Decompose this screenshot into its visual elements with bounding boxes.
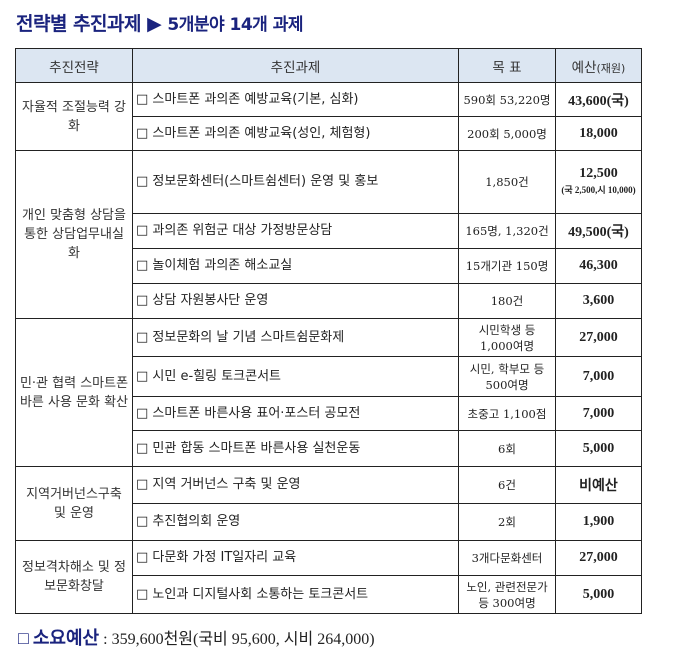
goal-cell: 시민학생 등 1,000여명 <box>458 318 556 357</box>
table-row: 자율적 조절능력 강화 □ 스마트폰 과의존 예방교육(기본, 심화) 590회 5… <box>15 82 642 151</box>
task-cell: □ 다문화 가정 IT일자리 교육 <box>132 540 459 576</box>
strategy-cell: 지역거버넌스구축 및 운영 <box>15 466 133 541</box>
task-cell: □ 추진협의회 운영 <box>132 503 459 541</box>
table-row: 민·관 협력 스마트폰 바른 사용 문화 확산 □ 정보문화의 날 기념 스마트쉼… <box>15 318 642 467</box>
goal-cell: 15개기관 150명 <box>458 248 556 284</box>
budget-cell: 43,600(국) <box>555 82 642 117</box>
strategy-cell: 정보격차해소 및 정보문화창달 <box>15 540 133 614</box>
summary-label: 소요예산 <box>32 628 100 649</box>
task-cell: □ 지역 거버넌스 구축 및 운영 <box>132 466 459 504</box>
table-row: □ 놀이체험 과의존 해소교실 15개기관 150명 46,300 <box>16 248 642 284</box>
table-row: □ 추진협의회 운영 2회 1,900 <box>16 503 642 541</box>
goal-cell: 180건 <box>458 283 556 319</box>
task-cell: □ 정보문화의 날 기념 스마트쉼문화제 <box>132 318 459 357</box>
table-row: 지역거버넌스구축 및 운영 □ 지역 거버넌스 구축 및 운영 6건 비예산 <box>15 466 642 541</box>
task-cell: □ 민관 합동 스마트폰 바른사용 실천운동 <box>132 430 459 467</box>
table-row: □ 과의존 위험군 대상 가정방문상담 165명, 1,320건 49,500(국) <box>16 213 642 249</box>
strategy-cell: 민·관 협력 스마트폰 바른 사용 문화 확산 <box>15 318 133 467</box>
budget-cell: 7,000 <box>555 356 642 397</box>
budget-cell: 5,000 <box>555 575 642 614</box>
budget-note: (국 2,500,시 10,000) <box>561 185 636 195</box>
task-cell: □ 놀이체험 과의존 해소교실 <box>132 248 459 284</box>
table-row: 정보격차해소 및 정보문화창달 □ 다문화 가정 IT일자리 교육 3개다문화센터 2… <box>15 540 642 614</box>
title-main: 전략별 추진과제 <box>16 13 141 35</box>
table-row: 개인 맞춤형 상담을 통한 상담업무내실화 □ 정보문화센터(스마트쉼센터) 운영… <box>15 150 642 319</box>
header-task: 추진과제 <box>132 48 459 83</box>
budget-cell: 27,000 <box>555 540 642 576</box>
task-cell: □ 과의존 위험군 대상 가정방문상담 <box>132 213 459 249</box>
task-cell: □ 시민 e-힐링 토크콘서트 <box>132 356 459 397</box>
table-row: □ 스마트폰 바른사용 표어·포스터 공모전 초중고 1,100점 7,000 <box>16 396 642 431</box>
task-cell: □ 노인과 디지털사회 소통하는 토크콘서트 <box>132 575 459 614</box>
goal-cell: 590회 53,220명 <box>458 82 556 117</box>
task-cell: □ 스마트폰 바른사용 표어·포스터 공모전 <box>132 396 459 431</box>
task-table: 추진전략 추진과제 목 표 예산(재원) 자율적 조절능력 강화 □ 스마트폰 과… <box>15 48 642 614</box>
budget-cell: 1,900 <box>555 503 642 541</box>
budget-summary: □ 소요예산 : 359,600천원(국비 95,600, 시비 264,000… <box>18 624 375 650</box>
goal-cell: 3개다문화센터 <box>458 540 556 576</box>
table-row: □ 시민 e-힐링 토크콘서트 시민, 학부모 등 500여명 7,000 <box>16 356 642 397</box>
task-cell: □ 스마트폰 과의존 예방교육(성인, 체험형) <box>132 116 459 151</box>
task-cell: □ 정보문화센터(스마트쉼센터) 운영 및 홍보 <box>132 150 459 214</box>
budget-cell: 비예산 <box>555 466 642 504</box>
title-sub: 5개분야 14개 과제 <box>167 15 304 35</box>
goal-cell: 165명, 1,320건 <box>458 213 556 249</box>
goal-cell: 6회 <box>458 430 556 467</box>
budget-cell: 49,500(국) <box>555 213 642 249</box>
header-strategy: 추진전략 <box>15 48 133 83</box>
table-row: □ 상담 자원봉사단 운영 180건 3,600 <box>16 283 642 319</box>
budget-cell: 12,500 (국 2,500,시 10,000) <box>555 150 642 214</box>
table-row: □ 민관 합동 스마트폰 바른사용 실천운동 6회 5,000 <box>16 430 642 467</box>
strategy-cell: 개인 맞춤형 상담을 통한 상담업무내실화 <box>15 150 133 319</box>
goal-cell: 200회 5,000명 <box>458 116 556 151</box>
table-row: □ 스마트폰 과의존 예방교육(성인, 체험형) 200회 5,000명 18,00… <box>16 116 642 151</box>
header-goal: 목 표 <box>458 48 556 83</box>
goal-cell: 초중고 1,100점 <box>458 396 556 431</box>
budget-cell: 27,000 <box>555 318 642 357</box>
goal-cell: 6건 <box>458 466 556 504</box>
goal-cell: 노인, 관련전문가 등 300여명 <box>458 575 556 614</box>
task-cell: □ 상담 자원봉사단 운영 <box>132 283 459 319</box>
goal-cell: 1,850건 <box>458 150 556 214</box>
budget-cell: 18,000 <box>555 116 642 151</box>
budget-cell: 5,000 <box>555 430 642 467</box>
page-title: 전략별 추진과제 ▶ 5개분야 14개 과제 <box>16 9 304 36</box>
summary-value: : 359,600천원(국비 95,600, 시비 264,000) <box>103 631 375 648</box>
budget-cell: 7,000 <box>555 396 642 431</box>
budget-cell: 46,300 <box>555 248 642 284</box>
arrow-icon: ▶ <box>147 13 162 35</box>
bullet-icon: □ <box>18 628 29 648</box>
header-budget: 예산(재원) <box>555 48 642 83</box>
goal-cell: 시민, 학부모 등 500여명 <box>458 356 556 397</box>
budget-cell: 3,600 <box>555 283 642 319</box>
table-row: □ 노인과 디지털사회 소통하는 토크콘서트 노인, 관련전문가 등 300여명 5… <box>16 575 642 614</box>
strategy-cell: 자율적 조절능력 강화 <box>15 82 133 151</box>
goal-cell: 2회 <box>458 503 556 541</box>
task-cell: □ 스마트폰 과의존 예방교육(기본, 심화) <box>132 82 459 117</box>
